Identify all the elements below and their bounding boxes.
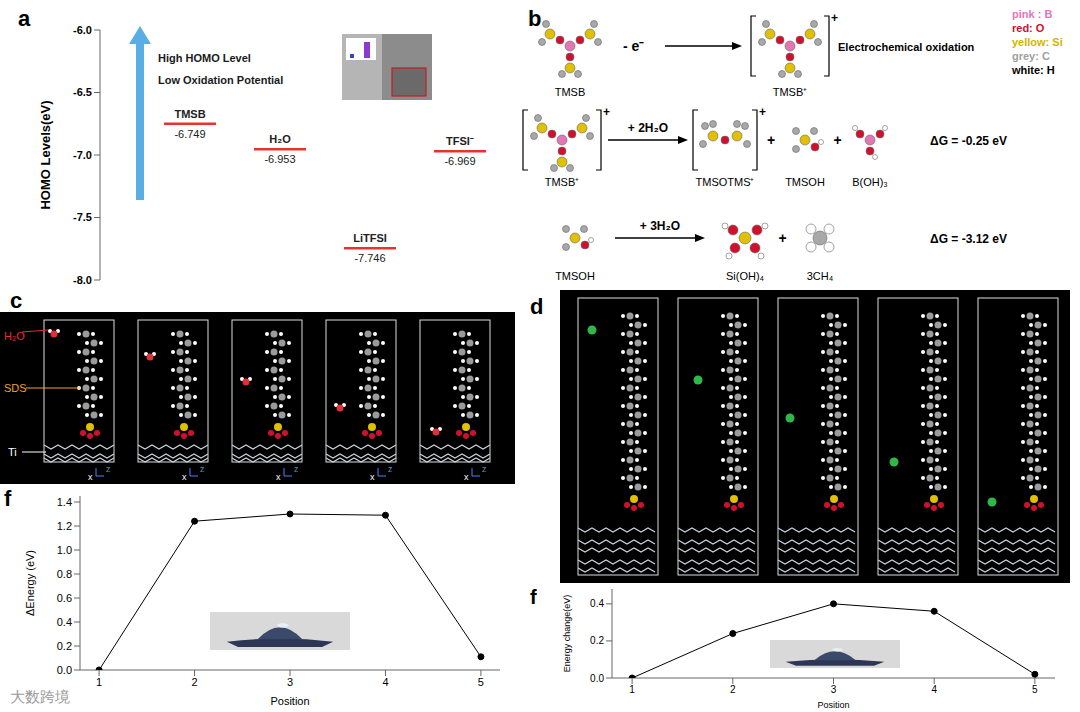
svg-text:+ 3H₂O: + 3H₂O — [640, 219, 680, 233]
svg-text:3: 3 — [287, 676, 293, 688]
svg-text:Si(OH)₄: Si(OH)₄ — [726, 270, 765, 282]
svg-text:white: H: white: H — [1011, 64, 1055, 76]
svg-text:TMSOH: TMSOH — [555, 270, 595, 282]
svg-text:4: 4 — [931, 684, 937, 695]
svg-text:-6.749: -6.749 — [174, 128, 205, 140]
svg-text:- e⁻: - e⁻ — [623, 38, 644, 54]
svg-text:x: x — [276, 472, 281, 482]
svg-text:TMSB: TMSB — [174, 108, 205, 120]
svg-text:TMSOTMS⁺: TMSOTMS⁺ — [696, 176, 755, 188]
svg-text:0.6: 0.6 — [57, 592, 72, 604]
html-text:d: d — [530, 294, 544, 319]
svg-text:1.2: 1.2 — [57, 520, 72, 532]
svg-text:-7.5: -7.5 — [73, 211, 92, 223]
svg-text:grey: C: grey: C — [1012, 50, 1050, 62]
svg-text:x: x — [464, 472, 469, 482]
html-text:大数跨境: 大数跨境 — [10, 688, 70, 706]
svg-text:3CH₄: 3CH₄ — [807, 270, 834, 282]
svg-text:TMSB⁺: TMSB⁺ — [545, 176, 580, 188]
svg-text:1.0: 1.0 — [57, 544, 72, 556]
svg-text:5: 5 — [478, 676, 484, 688]
svg-text:z: z — [482, 464, 487, 474]
svg-text:0.2: 0.2 — [590, 635, 604, 646]
svg-text:+: + — [831, 11, 838, 25]
svg-text:-8.0: -8.0 — [73, 274, 92, 286]
svg-text:TFSI⁻: TFSI⁻ — [446, 135, 474, 147]
svg-text:0.0: 0.0 — [590, 673, 604, 684]
svg-text:ΔEnergy (eV): ΔEnergy (eV) — [24, 550, 36, 616]
svg-text:Electrochemical oxidation: Electrochemical oxidation — [838, 41, 975, 53]
svg-text:1: 1 — [629, 684, 635, 695]
svg-text:+: + — [603, 105, 610, 119]
svg-text:-6.0: -6.0 — [73, 24, 92, 36]
svg-text:5: 5 — [1032, 684, 1038, 695]
svg-text:x: x — [370, 472, 375, 482]
svg-text:H₂O: H₂O — [4, 330, 25, 342]
svg-text:+: + — [759, 105, 766, 119]
svg-text:1.4: 1.4 — [57, 496, 72, 508]
svg-text:TMSB⁺: TMSB⁺ — [773, 86, 808, 98]
svg-text:4: 4 — [382, 676, 388, 688]
svg-text:+: + — [833, 132, 841, 148]
svg-text:0.0: 0.0 — [57, 664, 72, 676]
svg-text:red: O: red: O — [1012, 22, 1045, 34]
svg-text:Ti: Ti — [8, 446, 17, 458]
svg-text:LiTFSI: LiTFSI — [353, 232, 387, 244]
svg-text:1: 1 — [96, 676, 102, 688]
svg-text:+: + — [767, 132, 775, 148]
svg-text:High HOMO Level: High HOMO Level — [158, 52, 251, 64]
svg-text:0.4: 0.4 — [590, 598, 604, 609]
svg-text:ΔG = -3.12 eV: ΔG = -3.12 eV — [930, 232, 1007, 246]
svg-text:-7.0: -7.0 — [73, 149, 92, 161]
svg-text:2: 2 — [191, 676, 197, 688]
svg-text:yellow: Si: yellow: Si — [1012, 36, 1063, 48]
svg-text:TMSB: TMSB — [555, 86, 586, 98]
html-text:c: c — [10, 288, 23, 313]
svg-text:2: 2 — [730, 684, 736, 695]
html-text:f: f — [530, 586, 537, 608]
svg-text:x: x — [182, 472, 187, 482]
svg-text:z: z — [294, 464, 299, 474]
svg-text:Position: Position — [817, 700, 849, 710]
svg-text:SDS: SDS — [4, 382, 27, 394]
svg-text:x: x — [88, 472, 93, 482]
svg-text:3: 3 — [831, 684, 837, 695]
svg-text:Low Oxidation Potential: Low Oxidation Potential — [158, 74, 283, 86]
svg-text:-6.5: -6.5 — [73, 86, 92, 98]
svg-text:+: + — [778, 230, 786, 246]
svg-text:TMSOH: TMSOH — [785, 176, 825, 188]
svg-text:z: z — [200, 464, 205, 474]
svg-text:pink : B: pink : B — [1012, 8, 1052, 20]
svg-text:+ 2H₂O: + 2H₂O — [628, 121, 668, 135]
svg-text:ΔG = -0.25 eV: ΔG = -0.25 eV — [930, 134, 1007, 148]
svg-text:B(OH)₃: B(OH)₃ — [852, 176, 888, 188]
svg-text:z: z — [388, 464, 393, 474]
svg-text:Energy change(eV): Energy change(eV) — [562, 595, 572, 673]
svg-text:-6.969: -6.969 — [444, 155, 475, 167]
html-text:a: a — [18, 6, 31, 31]
svg-text:0.2: 0.2 — [57, 640, 72, 652]
svg-text:HOMO Levels(eV): HOMO Levels(eV) — [38, 100, 53, 209]
svg-text:z: z — [106, 464, 111, 474]
svg-text:Position: Position — [270, 695, 309, 707]
svg-text:b: b — [528, 6, 541, 31]
svg-text:H₂O: H₂O — [269, 133, 291, 145]
svg-text:0.4: 0.4 — [57, 616, 72, 628]
svg-text:-6.953: -6.953 — [264, 153, 295, 165]
svg-text:0.8: 0.8 — [57, 568, 72, 580]
svg-text:-7.746: -7.746 — [354, 252, 385, 264]
html-text:f: f — [4, 486, 12, 511]
